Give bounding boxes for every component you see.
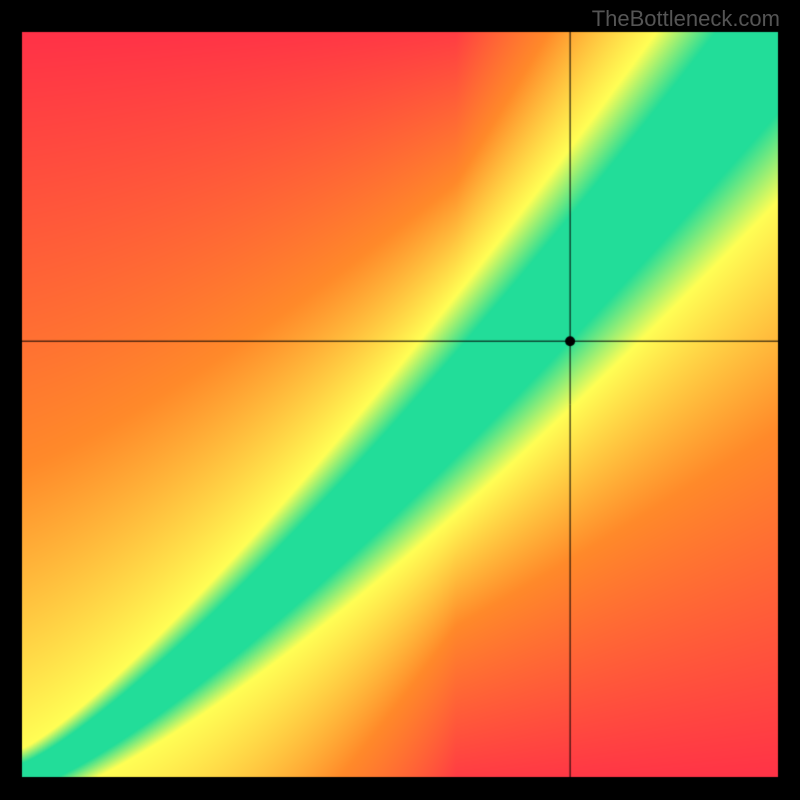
heatmap-canvas (0, 0, 800, 800)
watermark-text: TheBottleneck.com (592, 6, 780, 32)
chart-container: TheBottleneck.com (0, 0, 800, 800)
